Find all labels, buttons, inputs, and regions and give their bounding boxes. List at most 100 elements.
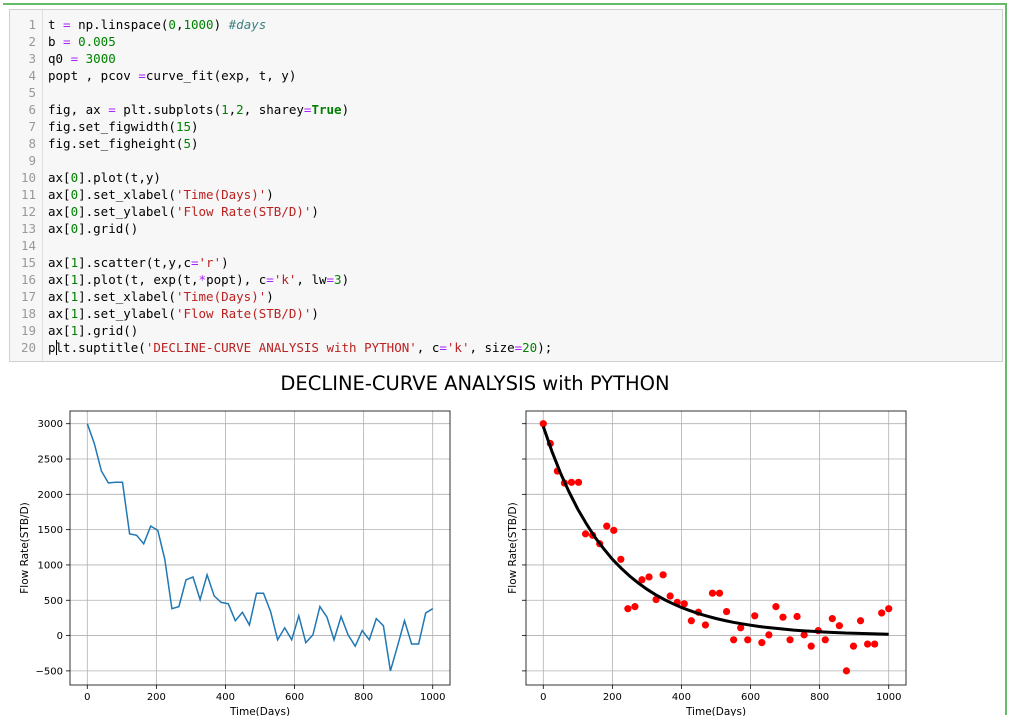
fit-curve-line [541,426,889,636]
code-token: ax[ [48,255,71,270]
x-tick-label: 0 [84,692,90,703]
code-token: = [303,102,312,117]
scatter-point [863,640,872,648]
code-token: ax[ [48,323,71,338]
code-token: 'Time(Days)' [175,289,267,304]
line-number: 3 [28,51,36,66]
output-area: DECLINE-CURVE ANALYSIS with PYTHON 0 200 4… [9,366,1009,718]
code-token: 0 [70,204,79,219]
code-token: q0 [48,51,64,66]
code-token: 'k' [273,272,297,287]
line-number: 16 [20,272,36,287]
code-token: ) [311,204,319,219]
code-token: = [63,51,86,66]
code-token: ax[ [48,170,71,185]
line-number: 20 [20,340,36,355]
line-number: 13 [20,221,36,236]
code-text: popt , pcov =curve_fit(exp, t, y) [48,67,296,84]
line-number: 6 [28,102,36,117]
code-token: , sharey [243,102,304,117]
code-text: plt.suptitle('DECLINE-CURVE ANALYSIS wit… [48,339,552,356]
y-tick-label: 1500 [38,525,63,536]
line-number: 4 [28,68,36,83]
x-tick-label: 600 [285,692,304,703]
scatter-point [722,607,731,616]
line-number: 18 [20,306,36,321]
line-number: 7 [28,119,36,134]
code-token: 1 [70,272,79,287]
code-text: fig.set_figheight(5) [48,135,199,152]
x-tick-label: 400 [672,692,691,703]
x-tick-label: 400 [216,692,235,703]
code-token: ].plot(t, exp(t, [78,272,199,287]
chart-2: 0 200 400 600 800 1000 Time(Days) Flow Rate(STB… [507,410,907,718]
code-token: 0 [70,221,79,236]
code-token: ax[ [48,187,71,202]
code-text: fig, ax = plt.subplots(1,2, sharey=True) [48,101,349,118]
x-tick-label: 800 [354,692,373,703]
plot-area [526,411,906,685]
text-cursor [56,340,57,355]
line-number: 15 [20,255,36,270]
code-text: q0 = 3000 [48,50,116,67]
y-axis-label: Flow Rate(STB/D) [507,502,519,593]
scatter-point [617,555,625,563]
scatter-point [871,640,879,648]
code-token: 5 [183,136,191,151]
y-tick-label: 2500 [38,455,63,466]
scatter-point [828,615,836,623]
scatter-point [645,573,653,581]
scatter-point [793,612,801,621]
code-token: fig.set_figheight( [48,136,184,151]
code-token: , [228,102,237,117]
code-token: 'Time(Days)' [175,187,267,202]
code-token: 'k' [446,340,470,355]
code-token: ].grid() [78,221,139,236]
code-token: = [55,17,79,32]
code-token: ) [341,102,350,117]
code-text: ax[1].set_xlabel('Time(Days)') [48,288,274,305]
code-token: 1 [70,323,79,338]
code-token: = [266,272,274,287]
scatter-point [666,592,674,600]
scatter-point [652,595,660,604]
scatter-point [878,609,886,617]
scatter-point [744,636,752,644]
y-tick-label: 500 [44,596,63,607]
code-token: ) [266,187,274,202]
code-text: ax[0].plot(t,y) [48,169,161,186]
line-number: 19 [20,323,36,338]
code-token: = [439,340,447,355]
line-number: 1 [28,17,36,32]
y-tick-label: 0 [57,631,63,642]
code-text: ax[1].set_ylabel('Flow Rate(STB/D)') [48,305,319,322]
scatter-point [779,613,787,621]
scatter-point [849,642,858,650]
scatter-point [708,589,717,597]
scatter-point [624,605,632,613]
scatter-point [737,624,745,632]
code-token: = [191,255,199,270]
series-line [86,423,434,672]
code-token: ].plot(t,y) [78,170,161,185]
y-tick-label: 2000 [38,490,63,501]
code-token: 1 [70,306,79,321]
code-text: ax[1].plot(t, exp(t,*popt), c='k', lw=3) [48,271,349,288]
line-number: 17 [20,289,36,304]
scatter-point [807,642,815,650]
code-token: True [311,102,342,117]
code-token: 1 [70,255,79,270]
x-tick-label: 1000 [420,692,445,703]
line-number: 11 [20,187,36,202]
code-token: ax[ [48,221,71,236]
scatter-point [885,605,893,613]
code-token: 1 [221,102,229,117]
code-token: ) [191,119,199,134]
y-tick-label: 3000 [38,419,63,430]
axes-frame [69,410,451,686]
cell-selected-border [3,3,1007,715]
code-token: 'DECLINE-CURVE ANALYSIS with PYTHON' [145,340,417,355]
scatter-point [638,576,646,584]
code-token: fig, ax [48,102,109,117]
